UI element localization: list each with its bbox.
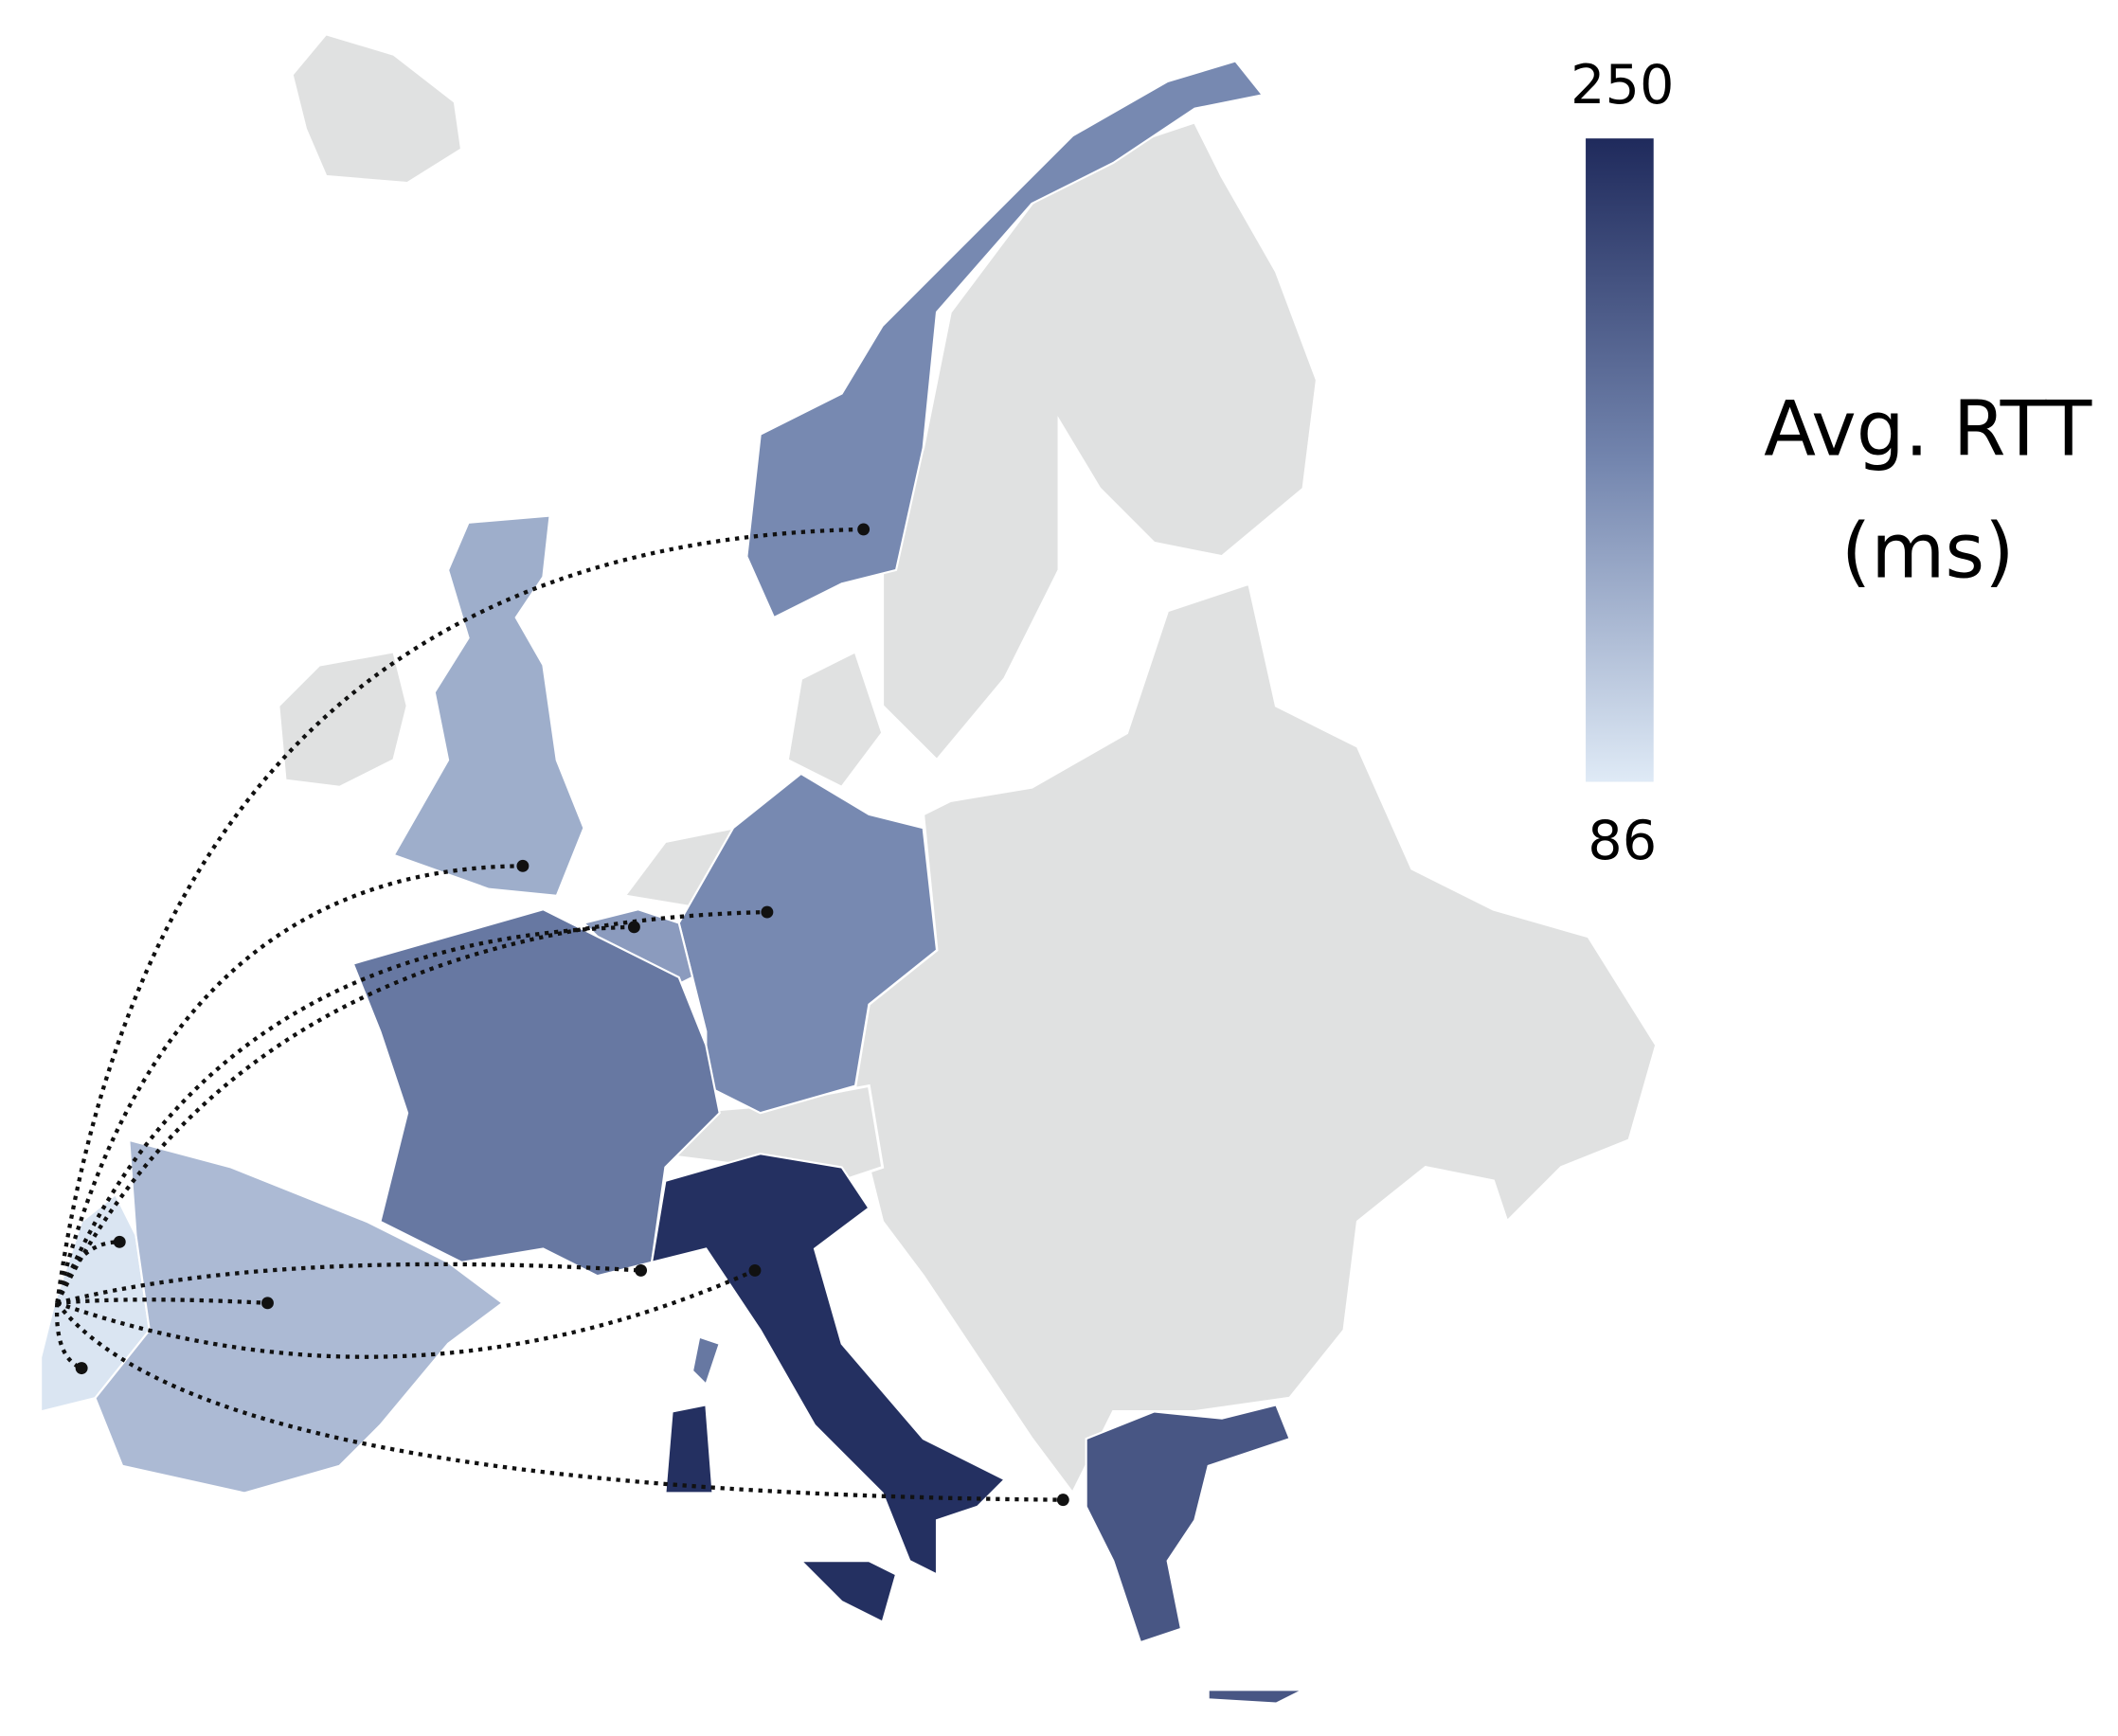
region	[1085, 1404, 1292, 1644]
endpoint	[261, 1297, 274, 1310]
endpoint	[748, 1263, 762, 1277]
colorbar-unit: (ms)	[1841, 508, 2015, 596]
region	[392, 514, 585, 898]
region	[351, 908, 721, 1278]
connection	[55, 864, 523, 1304]
connection	[55, 1301, 1064, 1502]
colorbar-max: 250	[1571, 53, 1674, 116]
endpoints	[75, 523, 1069, 1507]
background-land	[277, 32, 1659, 1496]
endpoint	[113, 1235, 126, 1248]
region	[799, 1560, 898, 1624]
endpoint	[635, 1263, 648, 1277]
colorbar: 250 86 Avg. RTT (ms)	[1571, 53, 2092, 872]
land	[785, 649, 885, 790]
connection	[56, 1262, 641, 1305]
connection	[57, 1298, 268, 1305]
region	[94, 1138, 505, 1494]
endpoint	[1056, 1494, 1069, 1507]
endpoint	[75, 1362, 88, 1375]
region	[745, 60, 1265, 619]
region	[691, 1335, 722, 1387]
land	[853, 582, 1659, 1496]
regions	[40, 60, 1304, 1705]
connection	[55, 527, 864, 1304]
region	[650, 1153, 1007, 1577]
connections	[54, 523, 1069, 1507]
connection	[55, 909, 767, 1304]
land	[277, 650, 409, 789]
endpoint	[627, 921, 640, 934]
endpoint	[761, 905, 774, 919]
colorbar-title: Avg. RTT	[1764, 385, 2092, 474]
connection	[55, 1240, 120, 1304]
region	[1207, 1689, 1304, 1705]
endpoint	[516, 859, 530, 872]
endpoint	[857, 523, 871, 536]
colorbar-min: 86	[1588, 809, 1657, 872]
colorbar-ramp	[1586, 138, 1654, 782]
land	[290, 32, 463, 185]
connection	[56, 1268, 756, 1359]
region	[664, 1404, 714, 1494]
